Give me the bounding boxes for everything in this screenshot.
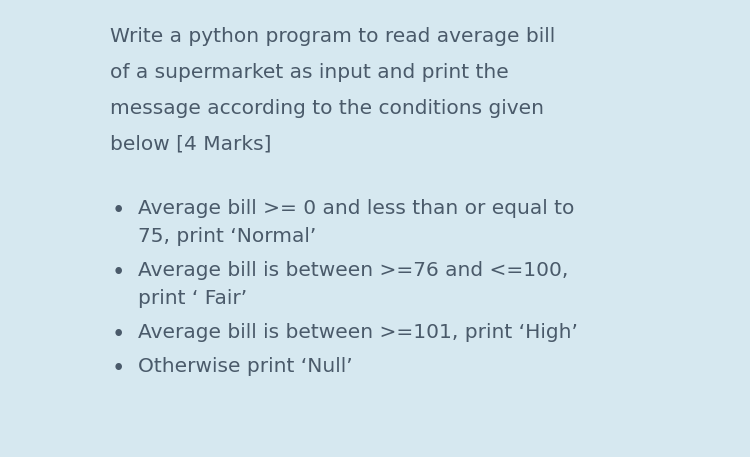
Text: print ‘ Fair’: print ‘ Fair’: [138, 289, 248, 308]
Text: of a supermarket as input and print the: of a supermarket as input and print the: [110, 63, 508, 82]
Text: Average bill is between >=76 and <=100,: Average bill is between >=76 and <=100,: [138, 261, 568, 280]
Text: below [4 Marks]: below [4 Marks]: [110, 135, 272, 154]
Text: •: •: [111, 357, 125, 380]
Text: Otherwise print ‘Null’: Otherwise print ‘Null’: [138, 357, 352, 376]
Text: 75, print ‘Normal’: 75, print ‘Normal’: [138, 227, 316, 246]
Text: Write a python program to read average bill: Write a python program to read average b…: [110, 27, 555, 46]
Text: •: •: [111, 199, 125, 222]
Text: •: •: [111, 261, 125, 284]
Text: •: •: [111, 323, 125, 346]
Text: Average bill is between >=101, print ‘High’: Average bill is between >=101, print ‘Hi…: [138, 323, 578, 342]
Text: message according to the conditions given: message according to the conditions give…: [110, 99, 544, 118]
Text: Average bill >= 0 and less than or equal to: Average bill >= 0 and less than or equal…: [138, 199, 574, 218]
